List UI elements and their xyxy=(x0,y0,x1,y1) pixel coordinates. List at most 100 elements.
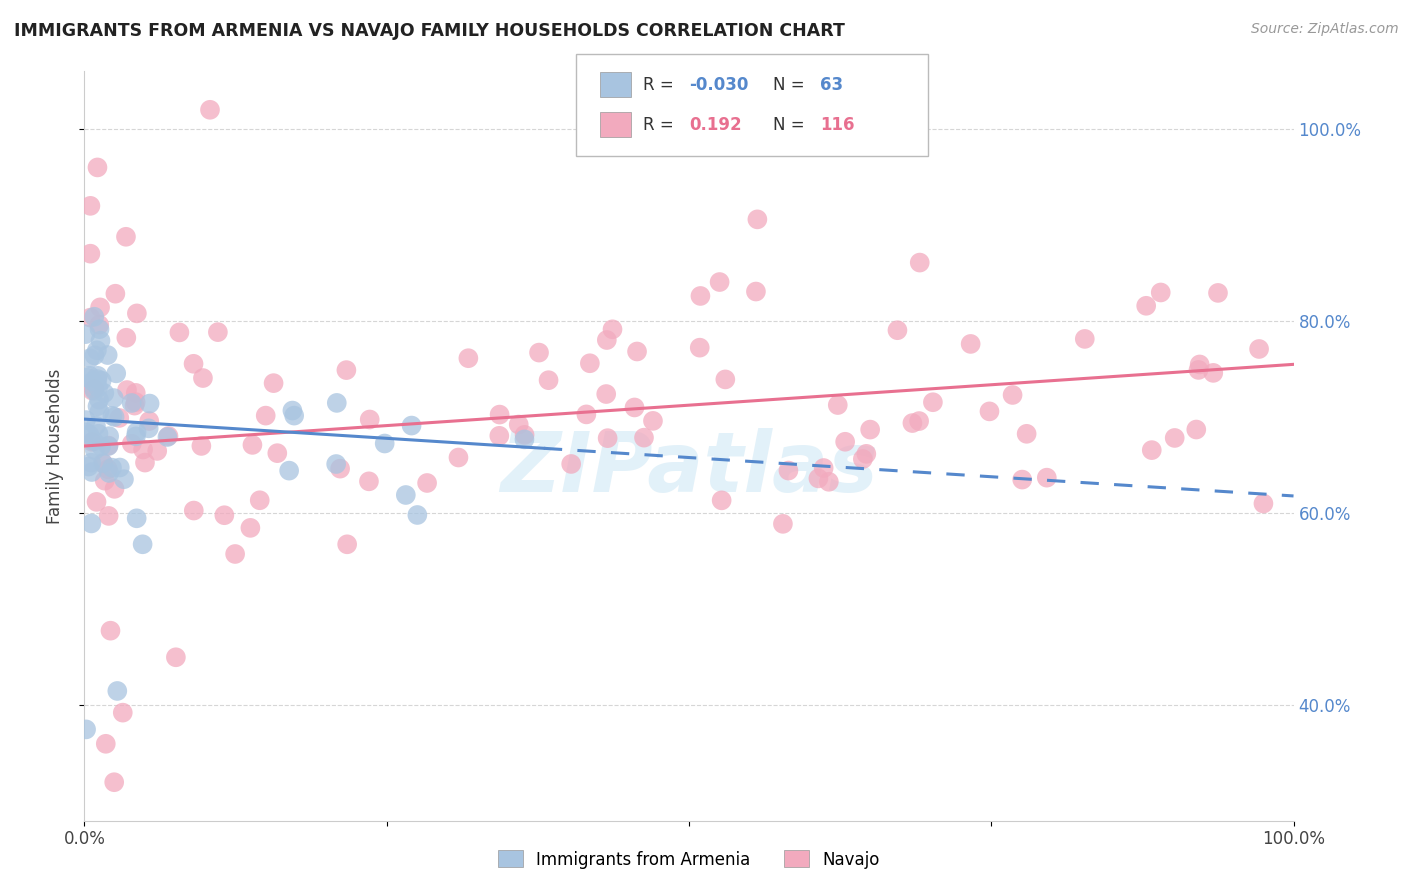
Point xyxy=(1036,470,1059,484)
Point xyxy=(87,426,110,441)
Point xyxy=(183,503,205,517)
Point xyxy=(83,384,105,398)
Point xyxy=(86,372,108,386)
Point xyxy=(623,401,645,415)
Point xyxy=(745,285,768,299)
Point xyxy=(125,385,148,400)
Text: R =: R = xyxy=(643,116,683,134)
Point xyxy=(1140,443,1163,458)
Point xyxy=(87,368,110,383)
Point xyxy=(89,322,111,336)
Point xyxy=(908,255,931,269)
Point xyxy=(901,416,924,430)
Point xyxy=(156,430,179,444)
Point xyxy=(124,395,146,409)
Point xyxy=(103,391,125,405)
Point xyxy=(121,436,143,450)
Point xyxy=(329,461,352,475)
Point xyxy=(357,475,380,489)
Point xyxy=(575,408,598,422)
Point xyxy=(97,439,120,453)
Point xyxy=(121,396,143,410)
Point xyxy=(93,457,115,471)
Point xyxy=(100,624,122,638)
Point xyxy=(626,344,648,359)
Point xyxy=(79,310,101,325)
Point xyxy=(86,399,108,413)
Point xyxy=(79,368,101,383)
Point xyxy=(457,351,479,366)
Point xyxy=(77,459,100,474)
Point xyxy=(75,425,97,440)
Point xyxy=(103,482,125,496)
Point xyxy=(79,427,101,442)
Point xyxy=(80,456,103,470)
Point xyxy=(249,493,271,508)
Point xyxy=(84,418,107,433)
Point xyxy=(254,409,277,423)
Point xyxy=(596,333,619,347)
Point xyxy=(263,376,285,391)
Point xyxy=(94,474,117,488)
Point xyxy=(87,380,110,394)
Point xyxy=(115,383,138,397)
Point xyxy=(82,375,104,389)
Point xyxy=(125,306,148,320)
Point xyxy=(374,436,396,450)
Point xyxy=(125,425,148,439)
Point xyxy=(834,434,856,449)
Point xyxy=(169,326,191,340)
Point xyxy=(83,348,105,362)
Point xyxy=(112,472,135,486)
Point xyxy=(80,465,103,479)
Point xyxy=(90,439,112,453)
Point xyxy=(103,775,125,789)
Point xyxy=(82,384,104,398)
Point xyxy=(94,737,117,751)
Point xyxy=(101,409,124,423)
Text: Source: ZipAtlas.com: Source: ZipAtlas.com xyxy=(1251,22,1399,37)
Point xyxy=(207,325,229,339)
Point xyxy=(115,331,138,345)
Point xyxy=(1249,342,1271,356)
Point xyxy=(335,363,357,377)
Point xyxy=(827,398,849,412)
Point xyxy=(513,428,536,442)
Point xyxy=(75,413,97,427)
Point xyxy=(527,345,550,359)
Point xyxy=(747,212,769,227)
Point xyxy=(817,475,839,489)
Point xyxy=(641,414,664,428)
Point xyxy=(157,429,180,443)
Point xyxy=(80,516,103,531)
Text: -0.030: -0.030 xyxy=(689,76,748,94)
Point xyxy=(97,439,120,453)
Point xyxy=(908,414,931,428)
Point xyxy=(1074,332,1097,346)
Point xyxy=(97,348,120,362)
Point xyxy=(689,289,711,303)
Point xyxy=(79,246,101,260)
Point xyxy=(1135,299,1157,313)
Point xyxy=(281,403,304,417)
Point xyxy=(138,421,160,435)
Point xyxy=(595,387,617,401)
Point xyxy=(852,452,875,467)
Point xyxy=(125,429,148,443)
Point xyxy=(714,372,737,386)
Point xyxy=(198,103,221,117)
Point xyxy=(79,351,101,366)
Point xyxy=(1185,423,1208,437)
Point xyxy=(183,357,205,371)
Point xyxy=(104,286,127,301)
Point xyxy=(689,341,711,355)
Point xyxy=(979,404,1001,418)
Point xyxy=(97,508,120,523)
Text: N =: N = xyxy=(773,116,810,134)
Point xyxy=(1188,358,1211,372)
Point xyxy=(124,399,146,413)
Point xyxy=(165,650,187,665)
Point xyxy=(1202,366,1225,380)
Point xyxy=(87,392,110,407)
Point xyxy=(633,431,655,445)
